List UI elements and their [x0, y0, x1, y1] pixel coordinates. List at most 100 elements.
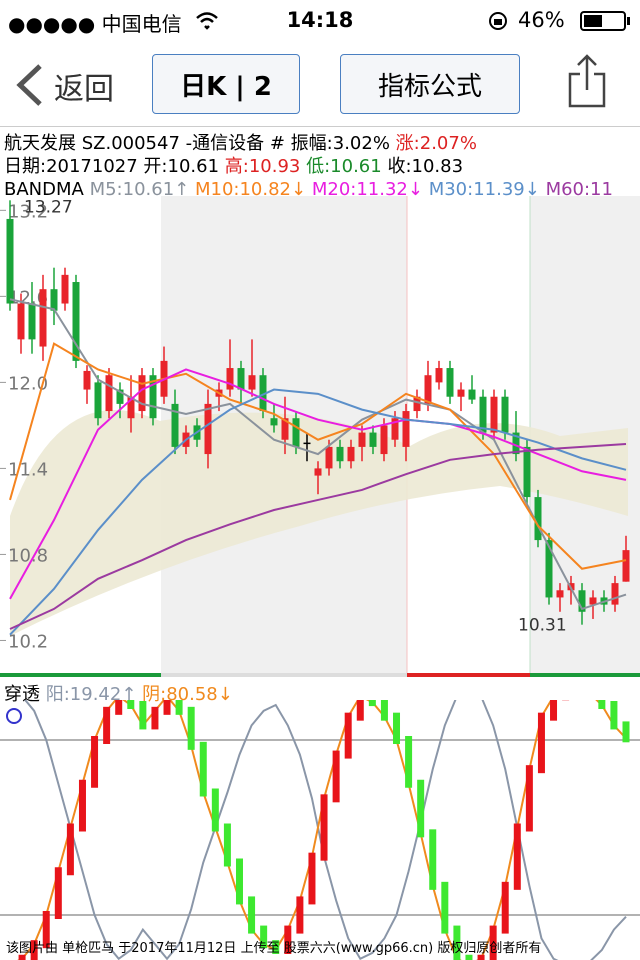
indicator-bar: [163, 700, 171, 715]
formula-button[interactable]: 指标公式: [340, 54, 520, 114]
divider: [0, 126, 640, 127]
candle-body: [292, 418, 300, 447]
candle-body: [171, 403, 179, 447]
indicator-title: 穿透: [4, 684, 40, 705]
candle-body: [94, 382, 102, 419]
indicator-bar: [332, 750, 340, 803]
candle-body: [61, 274, 69, 304]
indicator-bar: [248, 896, 256, 934]
candle-body: [226, 368, 234, 390]
candle-body: [402, 411, 410, 447]
candle-body: [149, 375, 157, 419]
indicator-bar: [127, 700, 135, 709]
ma-legend-item: M5:10.61↑: [89, 179, 190, 200]
candle-body: [589, 597, 597, 605]
candle-body: [479, 396, 487, 433]
price-annotation: 10.31: [518, 616, 567, 636]
indicator-bar: [465, 954, 473, 960]
candle-body: [72, 282, 80, 361]
indicator-bar: [272, 940, 280, 954]
share-icon[interactable]: [566, 54, 608, 108]
period-button[interactable]: 日K | 2: [152, 54, 300, 114]
indicator-bar: [54, 867, 62, 919]
ma-legend-item: M30:11.39↓: [428, 179, 540, 200]
clock: 14:18: [286, 8, 354, 32]
candle-body: [446, 368, 454, 397]
indicator-bar: [139, 701, 147, 730]
candle-body: [413, 396, 421, 412]
indicator-bar: [66, 823, 74, 876]
candle-body: [424, 375, 432, 404]
candle-body: [116, 389, 124, 404]
indicator-bar: [356, 700, 364, 721]
candle-body: [523, 446, 531, 498]
footer: 该图片由 单枪匹马 于2017年11月12日 上传至 股票六六(www.gp66…: [6, 941, 542, 956]
candle-body: [105, 375, 113, 412]
high: 高:10.93: [224, 156, 301, 177]
y-tick-label: 13.2: [8, 201, 48, 222]
candle-body: [314, 468, 322, 476]
close: 收:10.83: [387, 156, 464, 177]
indicator-bar: [260, 925, 268, 949]
indicator-bar: [550, 700, 558, 721]
candle-body: [248, 375, 256, 390]
ma-legend-item: M60:11: [545, 179, 613, 200]
indicator-bar: [477, 954, 485, 960]
indicator-bar: [223, 823, 231, 867]
candle-body: [380, 425, 388, 455]
candle-body: [17, 303, 25, 340]
indicator-bar: [30, 940, 38, 960]
candle-body: [490, 396, 498, 433]
candle-body: [204, 403, 212, 455]
ma-line: [9, 443, 627, 630]
candle-body: [39, 289, 47, 347]
candle-body: [6, 218, 14, 304]
back-button[interactable]: 返回: [54, 72, 114, 107]
candle-body: [127, 396, 135, 419]
candle-body: [270, 418, 278, 426]
open: 开:10.61: [143, 156, 220, 177]
indicator-bar: [429, 829, 437, 890]
candle-chart: 13.2 12.6 12.0 11.4 10.8 10.2 13.27 10.31: [0, 196, 640, 677]
ma-line: [9, 298, 627, 611]
indicator-bar: [296, 896, 304, 934]
indicator-bar: [42, 911, 50, 949]
indicator-bar: [103, 706, 111, 744]
indicator-bar: [610, 701, 618, 730]
candle-body: [138, 375, 146, 412]
candle-body: [50, 289, 58, 311]
indicator-bar: [525, 765, 533, 832]
ma-legend-item: M20:11.32↓: [311, 179, 423, 200]
indicator-bar: [501, 881, 509, 934]
candle-body: [622, 550, 630, 582]
y-tick-label: 12.0: [8, 373, 48, 394]
title-line: 航天发展 SZ.000547 -通信设备 # 振幅:3.02% 涨:2.07%: [4, 133, 640, 155]
carrier: ●●●●● 中国电信: [8, 12, 182, 36]
indicator-bar: [417, 779, 425, 838]
indicator-bar: [115, 700, 123, 715]
indicator-bar: [187, 706, 195, 750]
battery-icon: [580, 11, 630, 31]
price-annotation: 13.27: [24, 197, 73, 217]
indicator-legend-item: 阳:19.42↑: [45, 684, 137, 705]
battery-text: 46%: [518, 8, 565, 32]
back-arrow[interactable]: [14, 62, 44, 108]
indicator-bar: [453, 925, 461, 960]
ma-legend: BANDMA M5:10.61↑ M10:10.82↓ M20:11.32↓ M…: [4, 179, 640, 201]
indicator-bar: [598, 700, 606, 709]
indicator-bar: [489, 925, 497, 960]
indicator-bar: [368, 700, 376, 707]
candle-body: [303, 442, 311, 445]
amplitude: # 振幅:3.02%: [269, 133, 390, 154]
candle-body: [358, 432, 366, 447]
candle-body: [578, 590, 586, 612]
indicator-bar: [175, 700, 183, 715]
indicator-bar: [235, 858, 243, 905]
candle-body: [545, 540, 553, 598]
candle-body: [369, 432, 377, 447]
change: 涨:2.07%: [395, 133, 477, 154]
indicator-name: BANDMA: [4, 179, 84, 200]
indicator-bar: [344, 712, 352, 759]
indicator-bar: [211, 788, 219, 832]
indicator-bar: [513, 823, 521, 890]
